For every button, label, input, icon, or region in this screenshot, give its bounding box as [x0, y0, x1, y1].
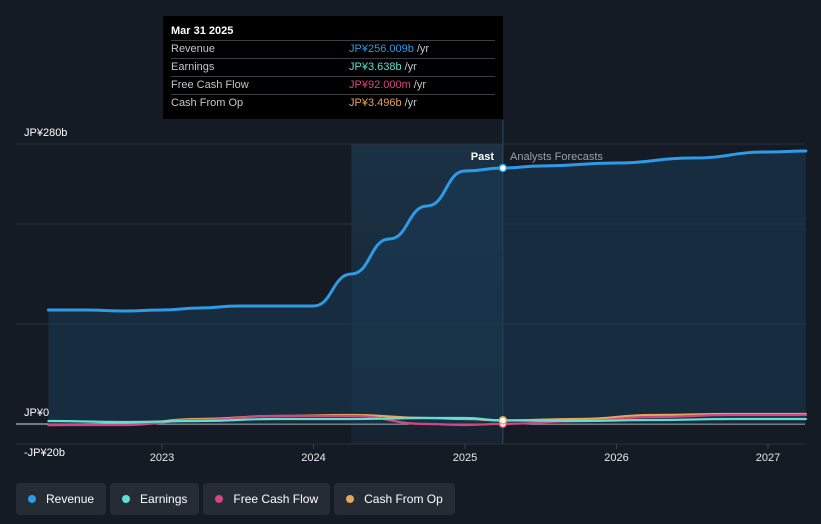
tooltip-unit: /yr	[404, 97, 417, 109]
legend-dot-icon	[346, 495, 355, 503]
analysts-forecasts-label: Analysts Forecasts	[510, 151, 603, 163]
legend: Revenue Earnings Free Cash Flow Cash Fro…	[16, 483, 459, 515]
tooltip-label: Revenue	[171, 43, 216, 55]
tooltip-row-cash-from-op: Cash From Op JP¥3.496b /yr	[171, 94, 495, 112]
tooltip-label: Free Cash Flow	[171, 79, 249, 91]
tooltip-label: Cash From Op	[171, 97, 244, 109]
cash-from-op-marker	[498, 416, 508, 425]
tooltip-value: JP¥256.009b	[349, 43, 414, 55]
tooltip-value: JP¥3.638b	[349, 61, 402, 73]
legend-item-revenue[interactable]: Revenue	[16, 483, 107, 515]
tooltip-unit: /yr	[404, 61, 417, 73]
legend-label: Free Cash Flow	[233, 492, 319, 506]
legend-dot-icon	[122, 495, 131, 503]
legend-label: Earnings	[140, 492, 188, 506]
legend-dot-icon	[215, 495, 224, 503]
tooltip-row-earnings: Earnings JP¥3.638b /yr	[171, 58, 495, 76]
tooltip-row-revenue: Revenue JP¥256.009b /yr	[171, 40, 495, 58]
tooltip: Mar 31 2025 Revenue JP¥256.009b /yr Earn…	[163, 16, 503, 119]
revenue-marker	[498, 163, 508, 173]
tooltip-label: Earnings	[171, 61, 215, 73]
x-tick-label: 2025	[453, 452, 477, 464]
legend-dot-icon	[28, 495, 36, 503]
tooltip-value: JP¥92.000m	[349, 79, 411, 91]
tooltip-row-free-cash-flow: Free Cash Flow JP¥92.000m /yr	[171, 76, 495, 94]
x-tick-label: 2023	[150, 452, 174, 464]
x-tick-label: 2027	[756, 452, 780, 464]
chart-area: JP¥280b JP¥0 -JP¥20b 2023 2024 2025 2026 2027 P…	[16, 120, 808, 464]
tooltip-unit: /yr	[416, 43, 430, 55]
y-tick-label: JP¥0	[24, 407, 49, 419]
y-tick-label: -JP¥20b	[24, 447, 65, 459]
revenue-area	[48, 151, 806, 424]
legend-label: Cash From Op	[364, 492, 443, 506]
legend-item-earnings[interactable]: Earnings	[110, 483, 200, 515]
tooltip-unit: /yr	[413, 79, 426, 91]
tooltip-date: Mar 31 2025	[171, 25, 234, 37]
legend-item-cash-from-op[interactable]: Cash From Op	[334, 483, 455, 515]
legend-item-free-cash-flow[interactable]: Free Cash Flow	[203, 483, 331, 515]
tooltip-value: JP¥3.496b	[349, 97, 402, 109]
revenue-line	[46, 149, 808, 313]
x-tick-label: 2026	[604, 452, 628, 464]
earnings-line	[47, 416, 807, 424]
legend-label: Revenue	[46, 492, 95, 506]
x-tick-label: 2024	[301, 452, 325, 464]
y-tick-label: JP¥280b	[24, 127, 67, 139]
past-label: Past	[471, 151, 495, 163]
